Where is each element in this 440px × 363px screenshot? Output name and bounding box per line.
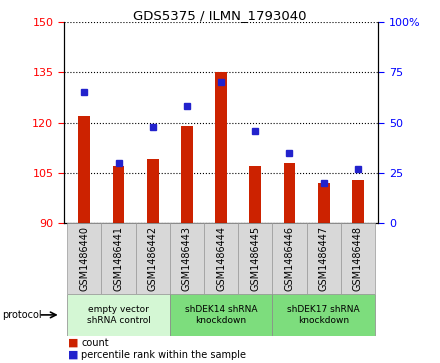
Text: GSM1486445: GSM1486445 <box>250 226 260 291</box>
Bar <box>67 294 170 336</box>
Text: GSM1486440: GSM1486440 <box>79 226 89 291</box>
Bar <box>249 166 261 223</box>
Text: count: count <box>81 338 109 348</box>
Bar <box>101 223 136 294</box>
Text: shDEK17 shRNA
knockdown: shDEK17 shRNA knockdown <box>287 305 360 325</box>
Text: GSM1486447: GSM1486447 <box>319 226 329 291</box>
Bar <box>170 294 272 336</box>
Bar <box>318 183 330 223</box>
Text: GSM1486443: GSM1486443 <box>182 226 192 291</box>
Bar <box>181 126 193 223</box>
Bar <box>170 223 204 294</box>
Bar <box>67 223 101 294</box>
Bar <box>215 72 227 223</box>
Text: GSM1486444: GSM1486444 <box>216 226 226 291</box>
Bar <box>136 223 170 294</box>
Text: ■: ■ <box>68 338 79 348</box>
Bar <box>78 116 90 223</box>
Bar <box>238 223 272 294</box>
Text: GSM1486442: GSM1486442 <box>148 226 158 291</box>
Bar <box>113 166 125 223</box>
Text: GSM1486441: GSM1486441 <box>114 226 124 291</box>
Text: GDS5375 / ILMN_1793040: GDS5375 / ILMN_1793040 <box>133 9 307 22</box>
Bar <box>307 223 341 294</box>
Text: empty vector
shRNA control: empty vector shRNA control <box>87 305 150 325</box>
Text: shDEK14 shRNA
knockdown: shDEK14 shRNA knockdown <box>185 305 257 325</box>
Bar <box>204 223 238 294</box>
Bar <box>147 159 159 223</box>
Bar <box>272 223 307 294</box>
Bar <box>341 223 375 294</box>
Text: percentile rank within the sample: percentile rank within the sample <box>81 350 246 360</box>
Text: protocol: protocol <box>2 310 42 320</box>
Bar <box>352 180 364 223</box>
Text: GSM1486446: GSM1486446 <box>285 226 294 291</box>
Bar <box>272 294 375 336</box>
Text: GSM1486448: GSM1486448 <box>353 226 363 291</box>
Text: ■: ■ <box>68 350 79 360</box>
Bar <box>283 163 296 223</box>
